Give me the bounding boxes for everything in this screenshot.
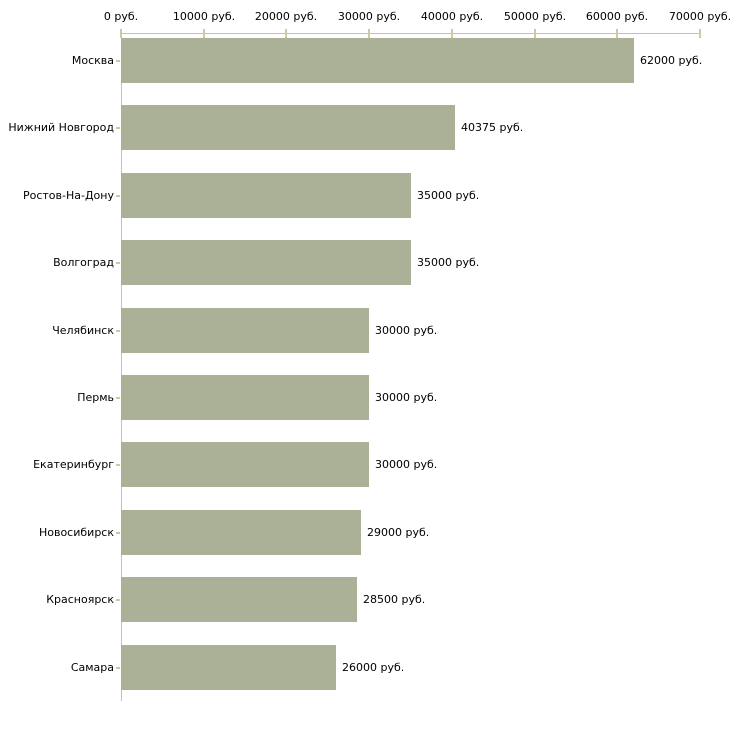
bar: [121, 577, 357, 622]
x-axis-tick-label: 10000 руб.: [172, 10, 236, 23]
bar: [121, 308, 369, 353]
x-axis-tick: [203, 29, 205, 38]
category-label: Ростов-На-Дону: [22, 189, 114, 202]
bar: [121, 375, 369, 420]
value-label: 28500 руб.: [363, 593, 426, 606]
x-axis-line: [121, 33, 700, 34]
category-label: Самара: [70, 661, 114, 674]
x-axis-tick-label: 70000 руб.: [668, 10, 730, 23]
category-tick-mark: [116, 195, 120, 197]
bar: [121, 173, 411, 218]
bar: [121, 645, 336, 690]
category-tick-mark: [116, 464, 120, 466]
value-label: 30000 руб.: [375, 391, 438, 404]
x-axis-tick: [120, 29, 122, 38]
value-label: 35000 руб.: [417, 189, 480, 202]
x-axis-tick: [368, 29, 370, 38]
category-label: Волгоград: [53, 256, 114, 269]
x-axis-tick-label: 0 руб.: [103, 10, 139, 23]
x-axis-tick-label: 30000 руб.: [337, 10, 401, 23]
x-axis-tick-label: 50000 руб.: [503, 10, 567, 23]
category-label: Челябинск: [52, 324, 114, 337]
x-axis-tick: [285, 29, 287, 38]
category-tick-mark: [116, 397, 120, 399]
category-tick-mark: [116, 330, 120, 332]
x-axis-tick: [699, 29, 701, 38]
category-label: Нижний Новгород: [8, 121, 114, 134]
category-label: Красноярск: [46, 593, 114, 606]
x-axis-tick: [616, 29, 618, 38]
category-tick-mark: [116, 599, 120, 601]
category-label: Москва: [71, 54, 114, 67]
value-label: 30000 руб.: [375, 324, 438, 337]
category-label: Новосибирск: [38, 526, 114, 539]
value-label: 26000 руб.: [342, 661, 405, 674]
bar: [121, 38, 634, 83]
x-axis-tick-label: 60000 руб.: [585, 10, 649, 23]
x-axis-tick: [534, 29, 536, 38]
bar: [121, 510, 361, 555]
value-label: 29000 руб.: [367, 526, 430, 539]
category-label: Екатеринбург: [33, 458, 114, 471]
bar: [121, 105, 455, 150]
bar: [121, 442, 369, 487]
x-axis-tick: [451, 29, 453, 38]
category-tick-mark: [116, 127, 120, 129]
category-tick-mark: [116, 667, 120, 669]
value-label: 40375 руб.: [461, 121, 524, 134]
category-tick-mark: [116, 262, 120, 264]
x-axis-tick-label: 40000 руб.: [420, 10, 484, 23]
x-axis-tick-label: 20000 руб.: [254, 10, 318, 23]
category-tick-mark: [116, 532, 120, 534]
value-label: 30000 руб.: [375, 458, 438, 471]
y-axis-line: [121, 33, 122, 701]
bar: [121, 240, 411, 285]
category-tick-mark: [116, 60, 120, 62]
value-label: 62000 руб.: [640, 54, 703, 67]
value-label: 35000 руб.: [417, 256, 480, 269]
category-label: Пермь: [77, 391, 114, 404]
